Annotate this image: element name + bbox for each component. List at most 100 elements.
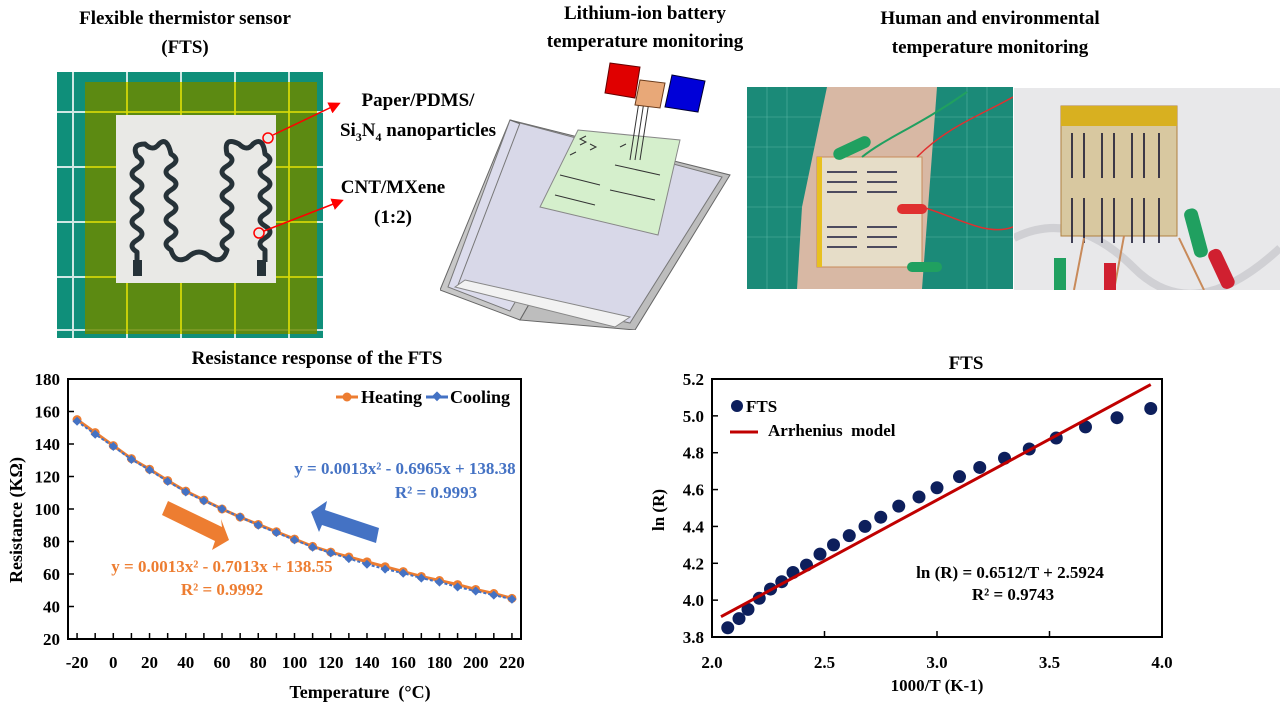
arm-sensor-photo: [747, 87, 1013, 289]
x-tick-label: 60: [214, 653, 231, 672]
y-tick-label: 5.2: [683, 370, 704, 389]
heating-direction-arrow: [162, 501, 229, 550]
data-point-cooling: [108, 441, 118, 451]
legend-fts-marker: [731, 400, 743, 412]
arrhenius-fit-line: [720, 383, 1152, 619]
battery-title: Lithium-ion battery temperature monitori…: [520, 0, 770, 56]
data-point-fts: [973, 460, 987, 474]
data-point-cooling: [181, 487, 191, 497]
legend: FTS Arrhenius model: [730, 397, 896, 440]
fts-title-line1: Flexible thermistor sensor: [79, 8, 291, 29]
x-tick-label: 4.0: [1151, 653, 1172, 672]
sub-3: 3: [355, 129, 362, 144]
y-tick-label: 4.8: [683, 444, 704, 463]
data-point-fts: [953, 470, 966, 484]
data-point-fts: [732, 612, 746, 626]
legend-cooling-marker: [432, 391, 442, 402]
human-title: Human and environmental temperature moni…: [840, 4, 1140, 62]
data-point-fts: [827, 538, 840, 552]
ink-label-line2: (1:2): [374, 207, 412, 228]
y-axis-label: ln (R): [649, 489, 668, 531]
x-axis-label: Temperature (°C): [289, 682, 430, 703]
si: Si: [339, 120, 356, 141]
x-tick-label: 140: [354, 653, 380, 672]
battery-diagram: [440, 62, 731, 330]
x-tick-label: 2.5: [814, 653, 835, 672]
data-point-cooling: [217, 504, 227, 514]
y-tick-label: 4.0: [683, 591, 704, 610]
x-tick-label: 180: [427, 653, 453, 672]
data-point-cooling: [362, 559, 372, 569]
y-tick-label: 80: [43, 533, 60, 552]
ink-arrow: [263, 198, 344, 232]
x-tick-label: 220: [499, 653, 525, 672]
x-tick-label: 3.5: [1039, 653, 1060, 672]
data-point-cooling: [126, 454, 136, 464]
y-tick-label: 40: [43, 598, 60, 617]
ink-label-line1: CNT/MXene: [340, 177, 446, 198]
fts-title-line2: (FTS): [161, 37, 209, 58]
y-tick-label: 100: [35, 500, 61, 519]
data-point-fts: [1110, 411, 1124, 425]
human-title-line1: Human and environmental: [880, 8, 1100, 29]
data-point-fts: [813, 547, 827, 561]
x-tick-label: 2.0: [701, 653, 722, 672]
n: N: [361, 120, 376, 141]
sub-4: 4: [375, 129, 382, 144]
y-tick-label: 180: [35, 370, 61, 389]
substrate-label-line2: Si3N4 nanoparticles: [322, 116, 514, 152]
x-tick-label: 40: [177, 653, 194, 672]
callout-arrows: [253, 102, 344, 239]
data-point-fts: [1079, 420, 1092, 434]
environment-sensor-photo: [1014, 88, 1280, 290]
cooling-fit-equation: y = 0.0013x² - 0.6965x + 138.38: [294, 459, 515, 478]
data-point-fts: [741, 602, 755, 616]
y-tick-label: 160: [35, 403, 61, 422]
plot-frame: [711, 378, 1163, 638]
x-axis-label: 1000/T (K-1): [891, 676, 984, 695]
x-tick-label: 80: [250, 653, 267, 672]
heating-fit-equation: y = 0.0013x² - 0.7013x + 138.55: [111, 557, 332, 576]
y-tick-label: 140: [35, 435, 61, 454]
data-point-cooling: [398, 568, 408, 578]
data-point-fts: [1144, 401, 1158, 415]
ink-label: CNT/MXene (1:2): [322, 173, 464, 233]
legend-cooling-label: Cooling: [450, 387, 510, 407]
x-tick-label: 200: [463, 653, 489, 672]
substrate-label: Paper/PDMS/ Si3N4 nanoparticles: [322, 86, 514, 152]
data-point-fts: [721, 621, 735, 635]
fts-photo: [57, 72, 323, 338]
y-tick-label: 60: [43, 565, 60, 584]
substrate-arrow: [272, 102, 341, 136]
cooling-fit-r2: R² = 0.9993: [395, 483, 477, 502]
y-tick-label: 3.8: [683, 628, 704, 647]
data-point-cooling: [199, 496, 209, 506]
substrate-marker-circle: [262, 132, 274, 144]
data-point-cooling: [380, 564, 390, 574]
fit-r2: R² = 0.9743: [972, 585, 1054, 604]
data-point-fts: [930, 481, 944, 495]
data-point-cooling: [489, 590, 499, 600]
data-point-cooling: [145, 465, 155, 475]
substrate-label-line1: Paper/PDMS/: [361, 90, 475, 111]
y-tick-label: 5.0: [683, 407, 704, 426]
x-tick-label: 100: [282, 653, 308, 672]
fts-title: Flexible thermistor sensor (FTS): [40, 4, 330, 62]
y-tick-label: 4.4: [683, 517, 705, 536]
x-tick-label: 0: [109, 653, 118, 672]
data-point-fts: [892, 499, 906, 513]
legend-arrhenius-label: Arrhenius model: [768, 421, 896, 440]
heating-fit-r2: R² = 0.9992: [181, 580, 263, 599]
fit-equation: ln (R) = 0.6512/T + 2.5924: [916, 563, 1104, 582]
data-point-cooling: [253, 520, 263, 530]
y-tick-label: 4.2: [683, 554, 704, 573]
chart-title: FTS: [949, 353, 984, 374]
data-point-fts: [874, 510, 888, 524]
data-point-fts: [912, 490, 926, 504]
data-point-fts: [858, 519, 872, 533]
x-tick-label: 160: [390, 653, 416, 672]
legend-fts-label: FTS: [746, 397, 777, 416]
battery-title-line1: Lithium-ion battery: [563, 3, 727, 24]
y-axis-label: Resistance (KΩ): [6, 457, 27, 583]
y-tick-label: 4.6: [683, 481, 704, 500]
